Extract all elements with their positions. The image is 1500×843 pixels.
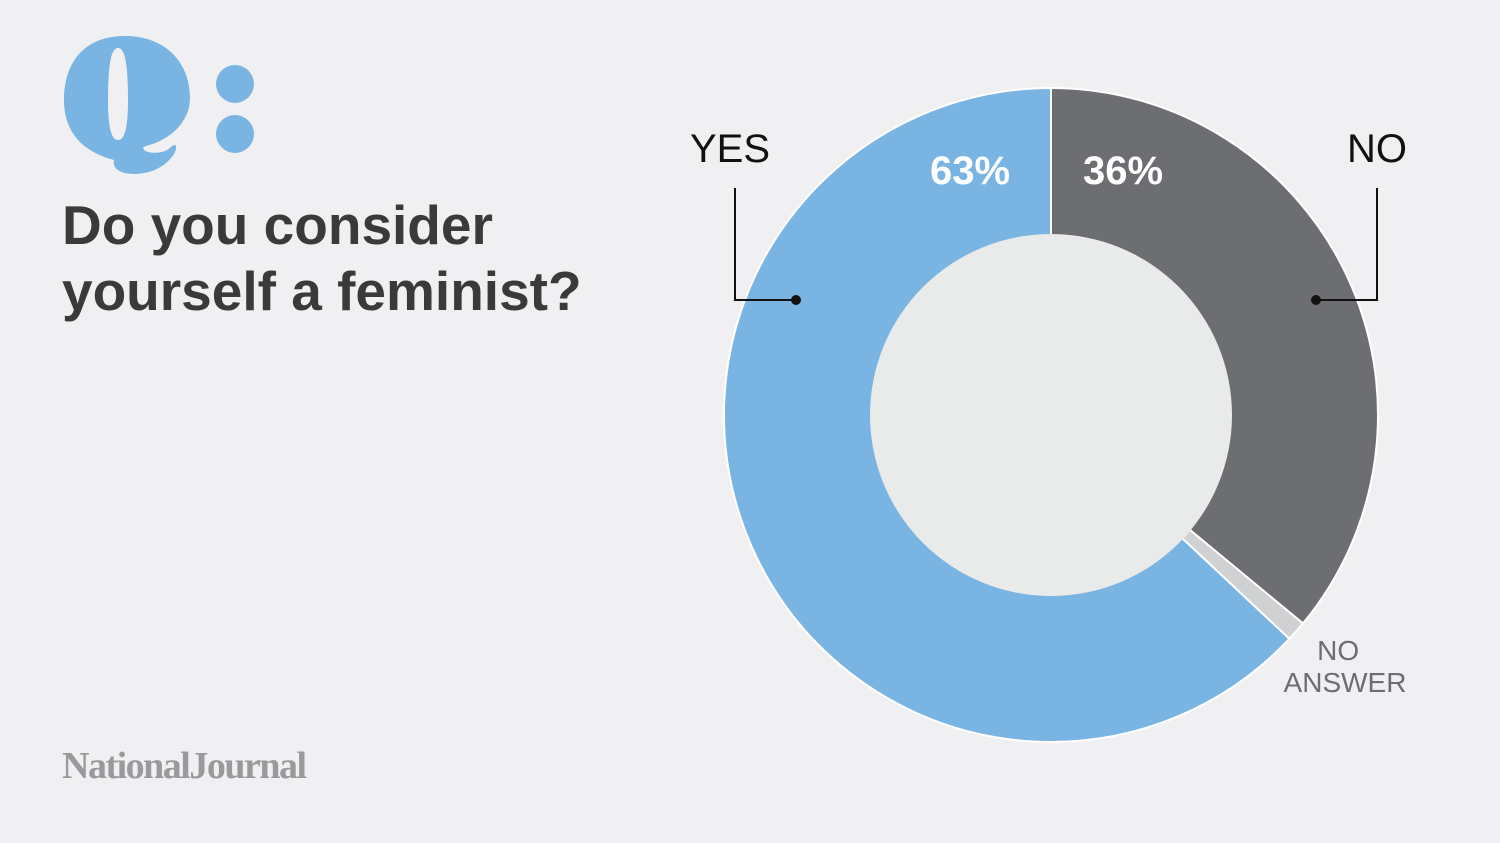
no-answer-line-1: NO [1317,635,1359,666]
legend-label-yes: YES [690,127,770,171]
question-line-2: yourself a feminist? [62,260,582,322]
data-label-no: 36% [1083,149,1163,193]
callout-yes: YES [690,127,801,305]
legend-label-no: NO [1347,127,1407,171]
callout-line-yes [734,188,796,301]
question-title: Do you consider yourself a feminist? [62,192,682,324]
callout-dot-yes [791,295,801,305]
question-line-1: Do you consider [62,194,493,256]
data-label-yes: 63% [930,149,1010,193]
colon-dot-top [216,65,254,103]
callout-dot-no [1311,295,1321,305]
brand-logo: NationalJournal [62,745,307,787]
q-logo-icon [64,36,254,174]
colon-dot-bottom [216,115,254,153]
callout-no: NO [1311,127,1407,305]
donut-hole [870,234,1232,596]
callout-line-no [1316,188,1378,301]
legend-label-no-answer: NO ANSWER [1284,635,1407,698]
q-counter-shape [108,48,128,140]
no-answer-line-2: ANSWER [1284,667,1407,698]
